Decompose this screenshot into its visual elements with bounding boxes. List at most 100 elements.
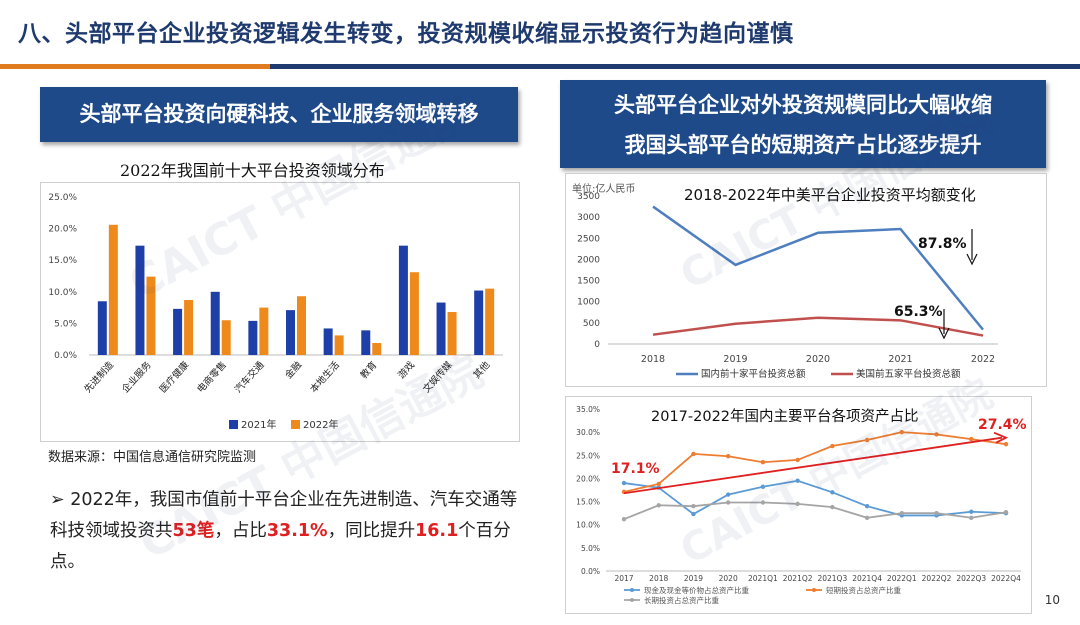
bar-2022 (108, 224, 118, 355)
asset-series-point-2 (969, 515, 974, 520)
asset-ytick-label: 0.0% (581, 567, 600, 576)
bar-ytick-label: 10.0% (48, 288, 77, 298)
invest-xtick-label: 2022 (971, 354, 995, 365)
invest-xtick-label: 2018 (641, 354, 665, 365)
asset-series-point-2 (899, 510, 905, 516)
asset-series-point-1 (969, 436, 974, 442)
invest-series-line-us (652, 316, 984, 337)
bullet-text-2: ，占比 (214, 521, 267, 541)
asset-series-point-1 (656, 481, 661, 487)
asset-series-point-2 (864, 515, 870, 520)
bar-ytick-label: 5.0% (54, 319, 77, 329)
bar-category-label: 医疗健康 (157, 359, 192, 396)
bar-2021 (361, 330, 371, 355)
asset-series-point-2 (760, 500, 766, 505)
asset-xtick-label: 2018 (649, 574, 668, 583)
bullet-text-1: 2022年，我国市值前十平台企业在先进制造、汽车交通等科技领域投资共 (50, 490, 518, 541)
asset-series-point-1 (899, 429, 905, 435)
asset-series-point-2 (656, 503, 661, 508)
invest-chart-title: 2018-2022年中美平台企业投资平均额变化 (684, 186, 976, 204)
asset-series-point-1 (934, 432, 939, 437)
asset-xtick-label: 2022Q2 (922, 574, 952, 583)
asset-series-line-2 (623, 501, 1007, 520)
asset-ytick-label: 20.0% (576, 474, 600, 483)
asset-series-point-2 (795, 501, 800, 507)
bar-2022 (372, 342, 382, 355)
invest-ytick-label: 2500 (577, 234, 600, 244)
invest-line-chart: 0 500 1000 1500 2000 2500 3000 3500 2018 2019 2020… (572, 182, 998, 380)
asset-series-line-0 (623, 479, 1007, 517)
data-source-note: 数据来源：中国信息通信研究院监测 (48, 450, 257, 465)
bar-2022 (485, 288, 495, 355)
invest-xtick-label: 2021 (888, 354, 912, 365)
asset-series-point-0 (864, 504, 870, 509)
bar-category-label: 汽车交通 (232, 359, 267, 396)
asset-series-point-0 (760, 484, 766, 489)
bullet-highlight-increase: 16.1 (415, 521, 459, 541)
asset-trend-arrow (623, 436, 1003, 495)
bullet-marker: ➢ (50, 490, 65, 510)
asset-ytick-label: 35.0% (576, 405, 600, 414)
invest-ytick-label: 1000 (577, 298, 600, 308)
asset-series-point-1 (830, 443, 835, 449)
asset-xtick-label: 2022Q1 (887, 574, 917, 583)
bullet-text-4: 个百分点。 (50, 521, 511, 572)
bullet-text-3: ，同比提升 (327, 521, 416, 541)
bar-legend-swatch (229, 420, 238, 429)
invest-ytick-label: 2000 (577, 255, 600, 265)
bar-2021 (398, 245, 408, 355)
title-underline (0, 64, 1080, 69)
asset-line-chart: 0.0% 5.0% 10.0% 15.0% 20.0% 25.0% 30.0% 35.0% 20… (576, 405, 1027, 605)
invest-annotation-arrowhead-us (938, 327, 950, 340)
bar-chart-title: 2022年我国前十大平台投资领域分布 (120, 161, 385, 180)
bar-category-label: 游戏 (395, 359, 417, 382)
invest-annotation-cn: 87.8% (918, 236, 967, 252)
asset-series-point-0 (725, 492, 731, 497)
bar-ytick-label: 20.0% (48, 225, 77, 235)
bar-category-label: 先进制造 (82, 359, 117, 396)
bar-category-label: 其他 (471, 359, 493, 382)
bar-2021 (474, 290, 484, 355)
asset-ytick-label: 10.0% (576, 521, 600, 530)
asset-xtick-label: 2021Q3 (817, 574, 847, 583)
invest-annotation-us: 65.3% (894, 304, 943, 320)
asset-series-point-2 (1003, 510, 1009, 515)
asset-series-point-2 (621, 516, 627, 522)
page-number: 10 (1044, 593, 1060, 607)
bar-legend-label: 2022年 (303, 418, 338, 431)
asset-series-line-1 (623, 431, 1007, 493)
asset-xtick-label: 2022Q4 (991, 574, 1021, 583)
asset-xtick-label: 2021Q1 (748, 574, 778, 583)
asset-ytick-label: 15.0% (576, 498, 600, 507)
asset-ytick-label: 30.0% (576, 428, 600, 437)
asset-series-point-2 (934, 510, 939, 516)
bar-category-label: 本地生活 (308, 359, 343, 396)
bar-ytick-label: 25.0% (48, 193, 77, 203)
asset-xtick-label: 2017 (614, 574, 633, 583)
bar-2022 (221, 320, 231, 355)
bar-2022 (409, 272, 419, 355)
asset-series-point-0 (621, 480, 627, 486)
bullet-highlight-count: 53笔 (172, 521, 215, 541)
asset-trend-arrowhead (993, 431, 1009, 444)
bar-2022 (259, 307, 269, 355)
bar-ytick-label: 0.0% (54, 351, 77, 361)
bar-2021 (436, 302, 446, 355)
title-underline-accent (0, 64, 270, 69)
bar-category-label: 金融 (283, 359, 305, 382)
invest-unit-label: 单位:亿人民币 (572, 182, 635, 195)
bar-category-label: 企业服务 (119, 359, 154, 396)
asset-legend-label: 短期投资占总资产比重 (826, 585, 901, 595)
asset-annotation-end: 27.4% (978, 417, 1027, 433)
invest-ytick-label: 500 (583, 319, 600, 329)
bar-2021 (286, 310, 295, 355)
asset-series-point-2 (691, 504, 696, 509)
asset-series-point-0 (969, 509, 974, 514)
invest-legend-label: 国内前十家平台投资总额 (701, 368, 806, 380)
asset-legend-marker (630, 588, 634, 592)
asset-chart-title: 2017-2022年国内主要平台各项资产占比 (651, 408, 919, 425)
asset-xtick-label: 2019 (684, 574, 703, 583)
asset-series-point-1 (691, 451, 696, 457)
asset-annotation-start: 17.1% (611, 461, 660, 477)
invest-line-chart-frame: 0 500 1000 1500 2000 2500 3000 3500 2018 2019 2020… (565, 173, 1047, 387)
